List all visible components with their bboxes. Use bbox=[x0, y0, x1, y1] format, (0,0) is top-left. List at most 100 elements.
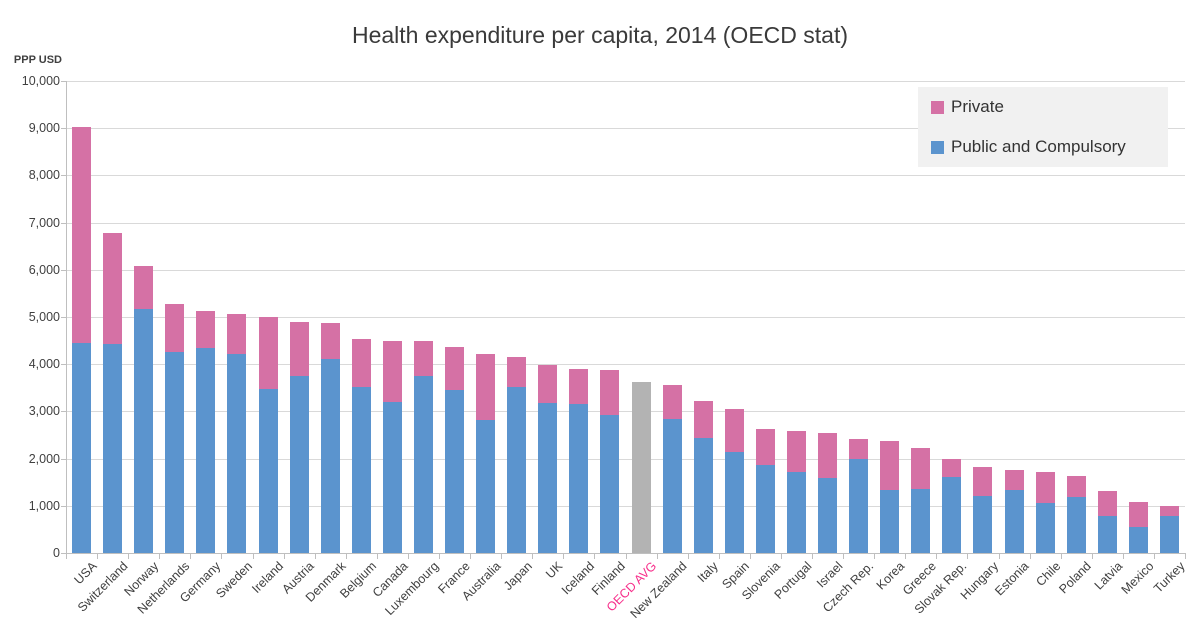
bar-usa-private[interactable] bbox=[72, 127, 92, 343]
bar-denmark-public[interactable] bbox=[320, 359, 340, 553]
bar-belgium-public[interactable] bbox=[351, 387, 371, 553]
bar-hungary-public[interactable] bbox=[973, 495, 993, 553]
bar-australia-public[interactable] bbox=[476, 419, 496, 553]
bar-australia-private[interactable] bbox=[476, 354, 496, 420]
bar-spain-public[interactable] bbox=[724, 451, 744, 553]
bar-luxembourg-private[interactable] bbox=[413, 341, 433, 377]
bar-poland-private[interactable] bbox=[1066, 475, 1086, 498]
gridline bbox=[66, 175, 1185, 177]
bar-canada-public[interactable] bbox=[382, 402, 402, 553]
bar-czech-rep-private[interactable] bbox=[849, 439, 869, 460]
bar-korea-private[interactable] bbox=[880, 440, 900, 490]
bar-sweden-public[interactable] bbox=[227, 353, 247, 553]
y-axis-tick bbox=[61, 553, 66, 554]
bar-norway-public[interactable] bbox=[134, 308, 154, 553]
bar-denmark-private[interactable] bbox=[320, 323, 340, 360]
bar-belgium-private[interactable] bbox=[351, 339, 371, 388]
bar-japan-private[interactable] bbox=[507, 357, 527, 388]
bar-netherlands-public[interactable] bbox=[165, 351, 185, 553]
bar-turkey-public[interactable] bbox=[1159, 515, 1179, 553]
x-axis-tick bbox=[97, 554, 99, 559]
y-axis-tick bbox=[61, 81, 66, 82]
y-axis-tick-label: 10,000 bbox=[21, 74, 60, 88]
y-axis-tick-label: 4,000 bbox=[28, 357, 60, 372]
bar-usa-public[interactable] bbox=[72, 342, 92, 553]
bar-chile-private[interactable] bbox=[1035, 471, 1055, 503]
y-axis-tick bbox=[61, 505, 66, 507]
bar-ireland-private[interactable] bbox=[258, 317, 278, 389]
bar-netherlands-private[interactable] bbox=[165, 303, 185, 352]
bar-sweden-private[interactable] bbox=[227, 313, 247, 354]
bar-france-private[interactable] bbox=[445, 346, 465, 391]
bar-iceland-private[interactable] bbox=[569, 368, 589, 404]
x-axis-label-japan: Japan bbox=[500, 559, 535, 593]
bar-portugal-public[interactable] bbox=[786, 471, 806, 553]
bar-greece-public[interactable] bbox=[911, 489, 931, 553]
bar-luxembourg-public[interactable] bbox=[413, 376, 433, 553]
bar-finland-public[interactable] bbox=[600, 414, 620, 553]
gridline bbox=[66, 81, 1185, 82]
x-axis-tick bbox=[1153, 554, 1155, 559]
legend-label-public: Public and Compulsory bbox=[951, 137, 1126, 156]
bar-switzerland-private[interactable] bbox=[103, 232, 123, 344]
x-axis-tick bbox=[439, 554, 440, 559]
bar-uk-private[interactable] bbox=[538, 364, 558, 403]
bar-slovak-rep-private[interactable] bbox=[942, 459, 962, 478]
bar-new-zealand-private[interactable] bbox=[662, 385, 682, 420]
bar-czech-rep-public[interactable] bbox=[849, 459, 869, 553]
chart-title: Health expenditure per capita, 2014 (OEC… bbox=[351, 22, 849, 48]
x-axis-label-mexico: Mexico bbox=[1118, 559, 1157, 597]
bar-slovenia-private[interactable] bbox=[755, 429, 775, 466]
bar-uk-public[interactable] bbox=[538, 402, 558, 553]
bar-chile-public[interactable] bbox=[1035, 502, 1055, 553]
y-axis-tick bbox=[61, 269, 66, 271]
bar-switzerland-public[interactable] bbox=[103, 343, 123, 553]
bar-italy-public[interactable] bbox=[693, 437, 713, 553]
bar-mexico-public[interactable] bbox=[1128, 526, 1148, 553]
bar-spain-private[interactable] bbox=[724, 408, 744, 452]
bar-greece-private[interactable] bbox=[911, 448, 931, 490]
bar-latvia-private[interactable] bbox=[1097, 491, 1117, 516]
gridline bbox=[66, 458, 1185, 460]
bar-austria-public[interactable] bbox=[289, 376, 309, 553]
bar-slovak-rep-public[interactable] bbox=[942, 477, 962, 553]
y-axis-tick-label: 3,000 bbox=[28, 404, 60, 419]
bar-korea-public[interactable] bbox=[880, 489, 900, 553]
x-axis-tick bbox=[998, 554, 1000, 559]
x-axis-tick bbox=[967, 554, 969, 559]
y-axis-tick bbox=[61, 317, 66, 318]
bar-japan-public[interactable] bbox=[507, 387, 527, 553]
y-axis-tick-label: 2,000 bbox=[28, 451, 60, 466]
bar-estonia-private[interactable] bbox=[1004, 470, 1024, 491]
bar-germany-private[interactable] bbox=[196, 311, 216, 349]
x-axis-label-poland: Poland bbox=[1056, 559, 1095, 597]
bar-germany-public[interactable] bbox=[196, 348, 216, 553]
y-axis-tick-label: 7,000 bbox=[28, 215, 60, 230]
legend-label-private: Private bbox=[951, 97, 1004, 116]
bar-poland-public[interactable] bbox=[1066, 497, 1086, 553]
bar-estonia-public[interactable] bbox=[1004, 490, 1024, 553]
bar-austria-private[interactable] bbox=[289, 321, 309, 377]
legend-item-public[interactable]: Public and Compulsory bbox=[918, 127, 1168, 167]
bar-latvia-public[interactable] bbox=[1097, 515, 1117, 553]
bar-france-public[interactable] bbox=[445, 390, 465, 553]
bar-italy-private[interactable] bbox=[693, 401, 713, 438]
y-axis-tick bbox=[61, 222, 66, 224]
bar-hungary-private[interactable] bbox=[973, 467, 993, 496]
legend-item-private[interactable]: Private bbox=[918, 87, 1168, 127]
gridline bbox=[66, 128, 1185, 130]
bar-israel-public[interactable] bbox=[818, 478, 838, 553]
bar-israel-private[interactable] bbox=[818, 433, 838, 479]
bar-iceland-public[interactable] bbox=[569, 403, 589, 553]
bar-turkey-private[interactable] bbox=[1159, 506, 1179, 516]
bar-oecd-avg[interactable] bbox=[631, 382, 651, 553]
bar-portugal-private[interactable] bbox=[786, 430, 806, 472]
y-axis-tick bbox=[61, 411, 66, 413]
bar-canada-private[interactable] bbox=[382, 340, 402, 403]
bar-mexico-private[interactable] bbox=[1128, 502, 1148, 527]
bar-slovenia-public[interactable] bbox=[755, 465, 775, 553]
bar-norway-private[interactable] bbox=[134, 266, 154, 309]
bar-ireland-public[interactable] bbox=[258, 388, 278, 553]
bar-new-zealand-public[interactable] bbox=[662, 419, 682, 553]
bar-finland-private[interactable] bbox=[600, 370, 620, 415]
